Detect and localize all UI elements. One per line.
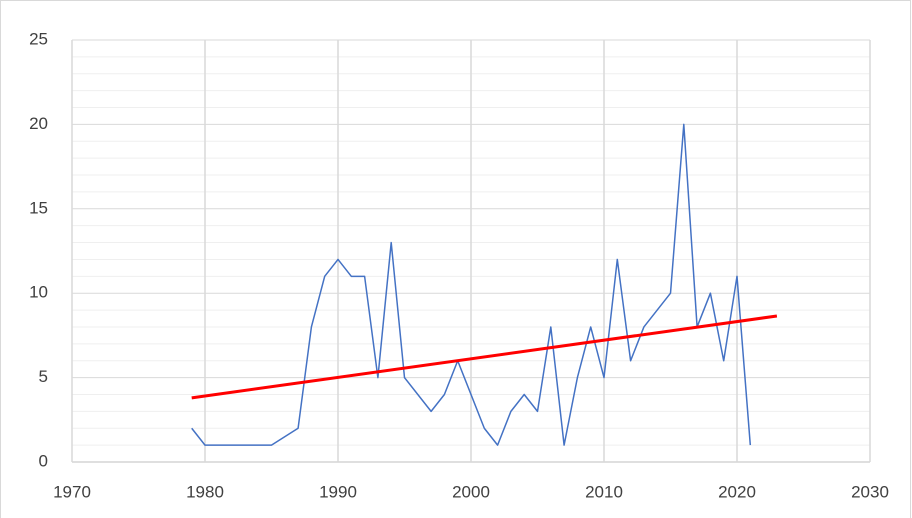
x-tick-label: 2020 bbox=[718, 482, 756, 501]
x-tick-label: 1980 bbox=[186, 482, 224, 501]
page: {"chart_data": {"type": "line", "xlim": … bbox=[0, 0, 912, 518]
x-tick-label: 1970 bbox=[53, 482, 91, 501]
y-tick-label: 25 bbox=[29, 29, 48, 48]
chart: 0 5 10 15 20 25 1970 1980 1990 2000 2010 2020 2030 bbox=[0, 0, 912, 518]
x-tick-label: 1990 bbox=[319, 482, 357, 501]
y-tick-label: 20 bbox=[29, 114, 48, 133]
x-tick-label: 2010 bbox=[585, 482, 623, 501]
y-tick-label: 5 bbox=[39, 367, 48, 386]
y-tick-label: 15 bbox=[29, 198, 48, 217]
x-tick-label: 2030 bbox=[851, 482, 889, 501]
y-tick-label: 10 bbox=[29, 283, 48, 302]
y-tick-label: 0 bbox=[39, 451, 48, 470]
x-tick-label: 2000 bbox=[452, 482, 490, 501]
